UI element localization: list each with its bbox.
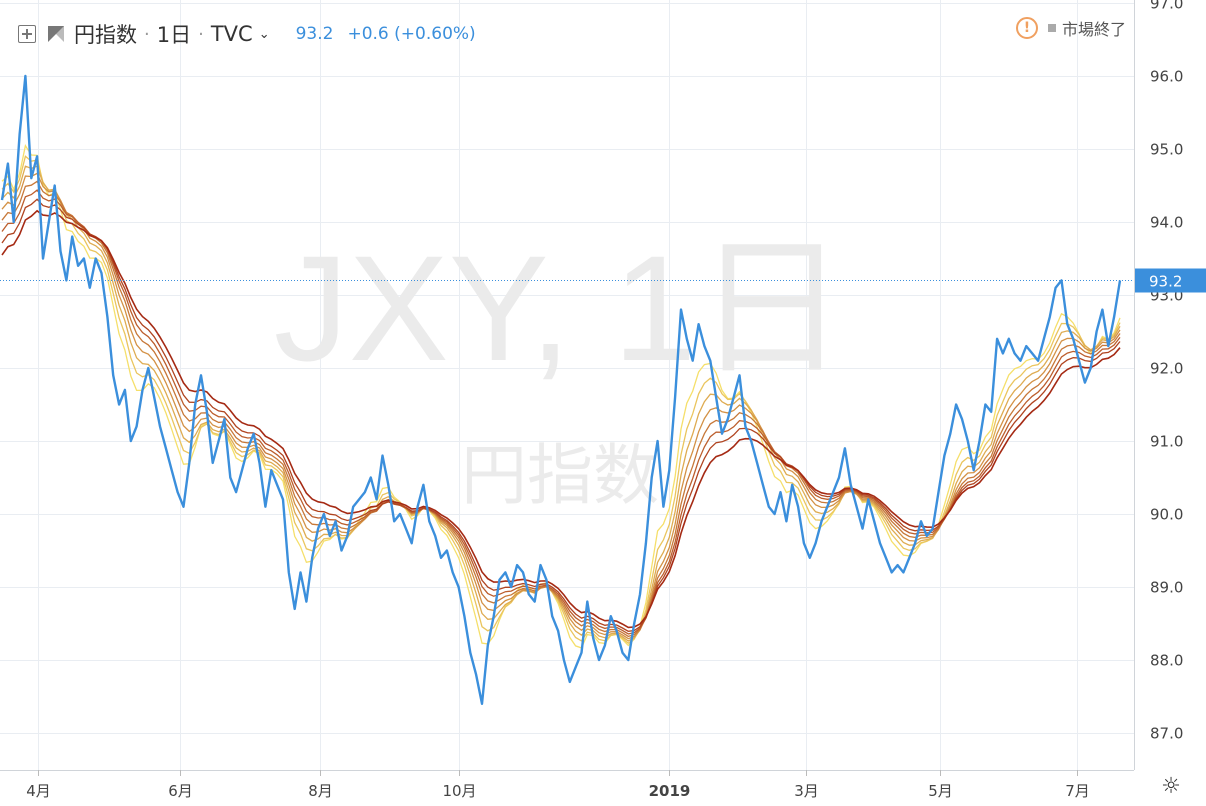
chart-grid (0, 0, 1134, 770)
price-axis-tick-label: 97.0 (1150, 0, 1183, 13)
ma-ribbon-line (1, 198, 1121, 632)
time-axis-tick-label: 7月 (1065, 782, 1090, 800)
time-axis-tick-label: 5月 (928, 782, 953, 800)
expand-icon[interactable] (18, 25, 36, 43)
ma-ribbon-line (1, 189, 1121, 635)
ma-ribbon-line (1, 143, 1121, 649)
price-axis-tick-label: 89.0 (1150, 579, 1183, 597)
price-axis-tick-label: 90.0 (1150, 506, 1183, 524)
price-axis-tick-label: 92.0 (1150, 360, 1183, 378)
price-change: +0.6 (+0.60%) (347, 24, 476, 44)
symbol-flag-icon (48, 26, 64, 42)
watermark-title: JXY, 1日 (274, 224, 847, 392)
price-axis[interactable]: 87.088.089.090.091.092.093.094.095.096.0… (1150, 0, 1183, 743)
time-axis-tick-label: 4月 (26, 782, 51, 800)
ma-ribbon (1, 143, 1121, 649)
price-axis-tick-label: 94.0 (1150, 214, 1183, 232)
price-axis-tick-label: 96.0 (1150, 68, 1183, 86)
warning-icon[interactable]: ! (1015, 17, 1038, 39)
last-price: 93.2 (295, 24, 334, 44)
separator-dot: · (198, 23, 204, 45)
chevron-down-icon[interactable]: ⌄ (258, 26, 270, 42)
symbol-header: 円指数 · 1日 · TVC ⌄ 93.2 +0.6 (+0.60%) (18, 20, 476, 48)
price-axis-tick-label: 91.0 (1150, 433, 1183, 451)
ma-ribbon-line (1, 172, 1121, 640)
price-axis-tick-label: 88.0 (1150, 652, 1183, 670)
status-square-icon (1047, 24, 1056, 32)
current-price-tag-label: 93.2 (1149, 273, 1182, 291)
price-series-line (0, 74, 1122, 705)
time-axis-tick-label: 2019 (649, 782, 691, 800)
ma-ribbon-line (1, 180, 1121, 638)
price-axis-tick-label: 95.0 (1150, 141, 1183, 159)
price-axis-tick-label: 87.0 (1150, 725, 1183, 743)
time-axis-tick-label: 8月 (308, 782, 333, 800)
current-price-tag: 93.2 (1135, 268, 1206, 293)
market-status-label: 市場終了 (1061, 20, 1126, 39)
chart-watermark: JXY, 1日 円指数 (274, 224, 847, 514)
interval-label[interactable]: 1日 (156, 23, 192, 47)
market-status[interactable]: ! 市場終了 (1015, 16, 1126, 40)
watermark-subtitle: 円指数 (461, 437, 659, 514)
time-axis[interactable]: 4月 6月 8月 10月 2019 3月 5月 7月 (26, 770, 1090, 800)
time-axis-tick-label: 3月 (794, 782, 819, 800)
symbol-name[interactable]: 円指数 (74, 23, 137, 47)
source-label[interactable]: TVC (210, 22, 253, 46)
time-axis-tick-label: 6月 (168, 782, 193, 800)
separator-dot: · (144, 23, 150, 45)
time-axis-tick-label: 10月 (442, 782, 476, 800)
settings-gear-icon[interactable]: ☼ (1161, 774, 1181, 799)
ma-ribbon-line (1, 165, 1121, 642)
